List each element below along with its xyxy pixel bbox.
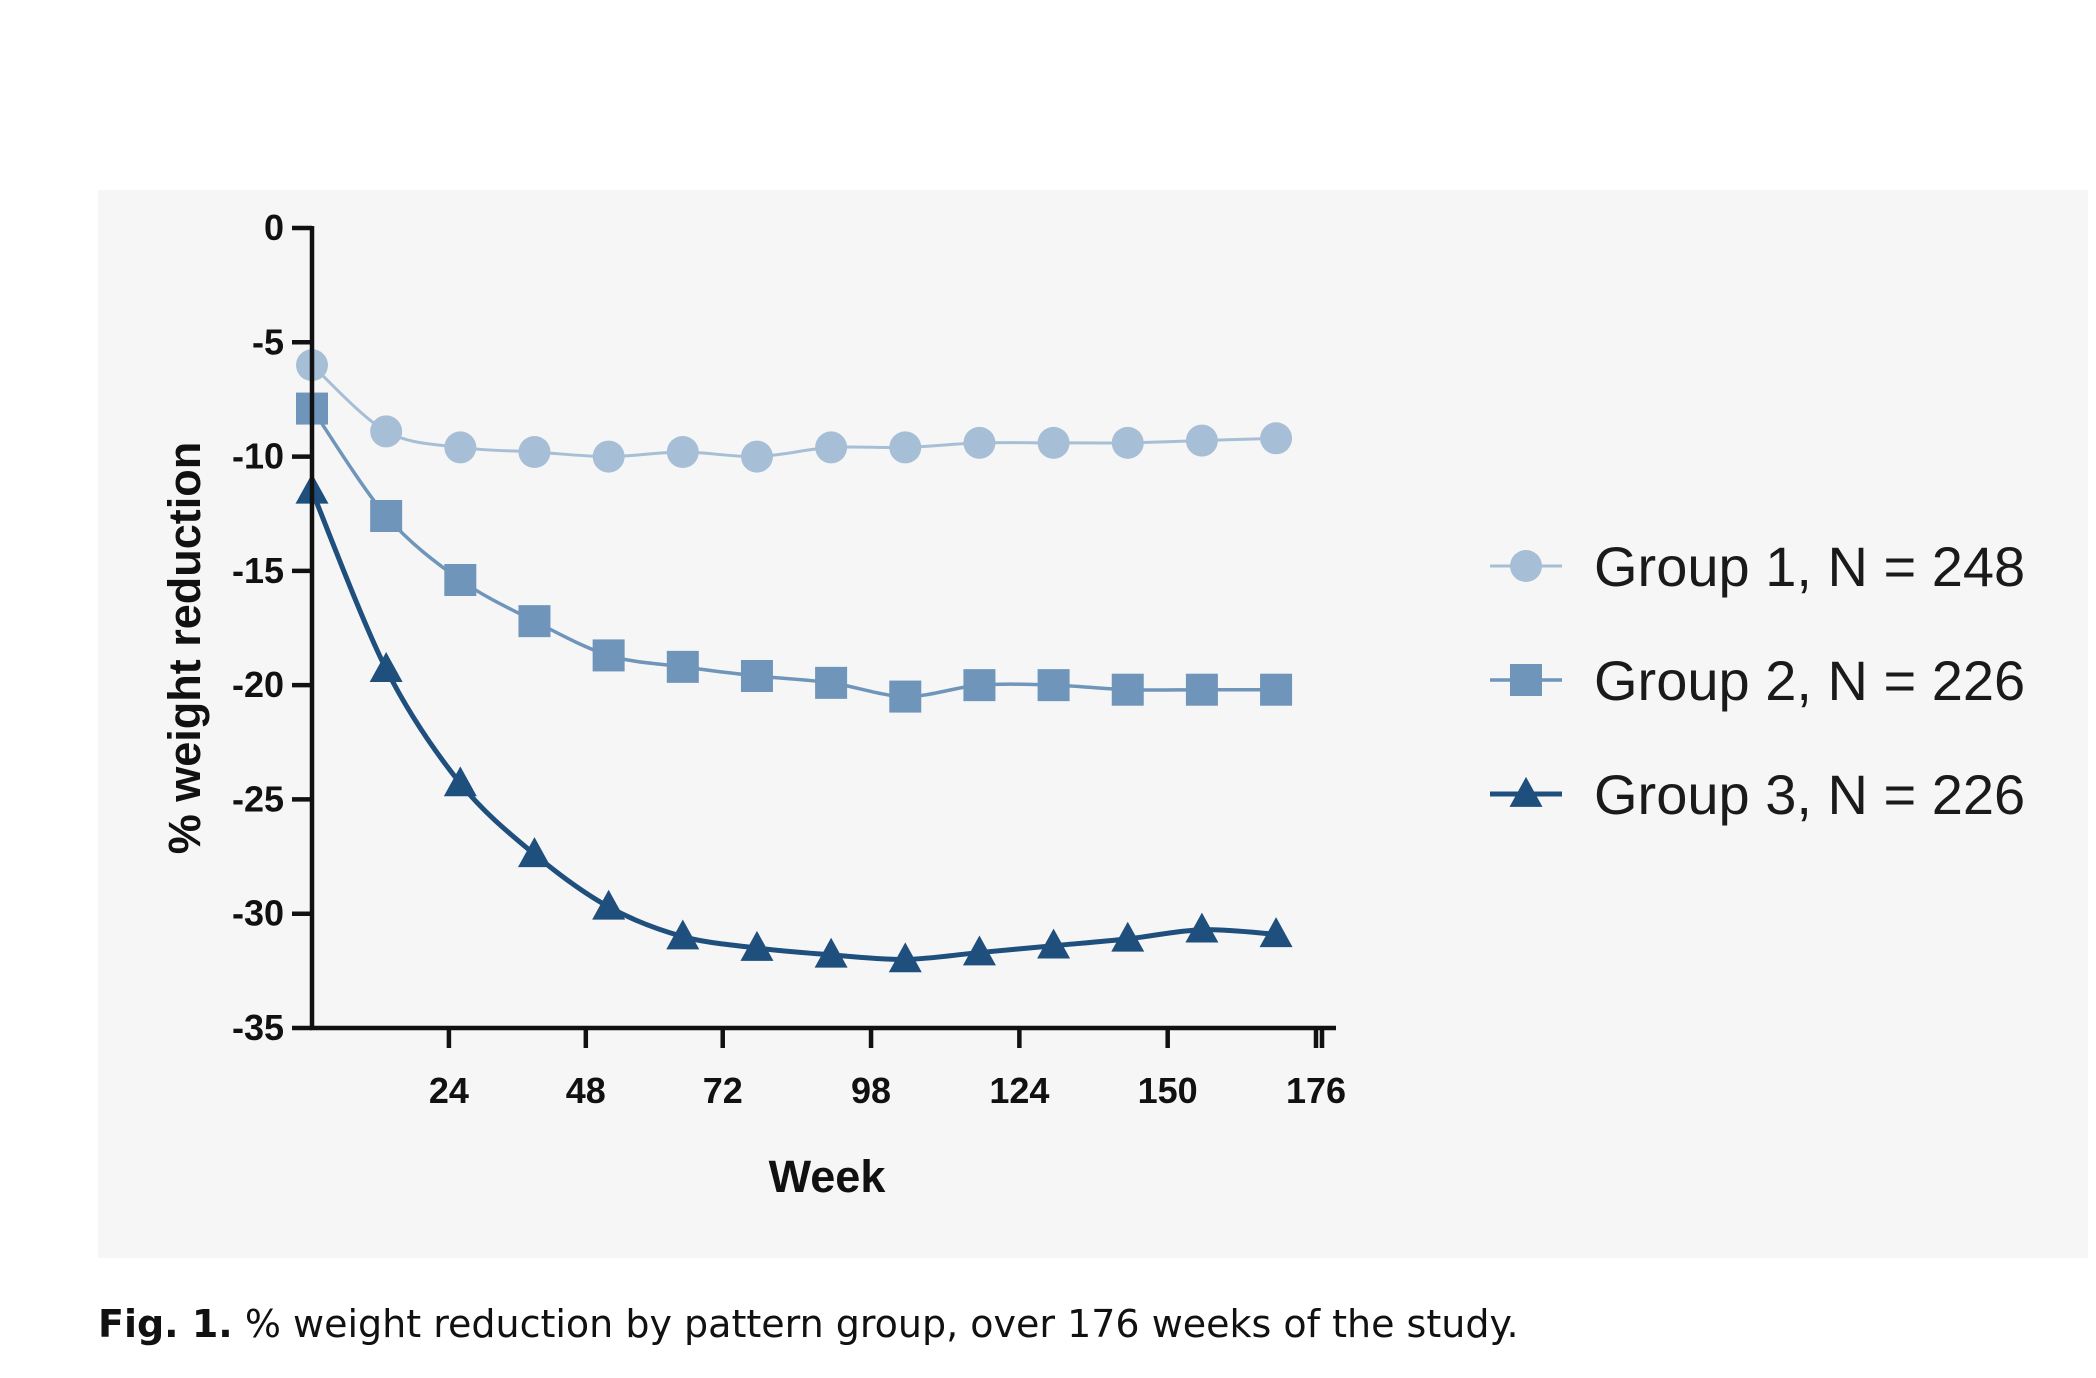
data-point (963, 669, 996, 702)
series-group-2 (296, 392, 1293, 713)
x-tick-label: 150 (1138, 1070, 1198, 1111)
data-point (740, 660, 773, 692)
data-point (1111, 673, 1144, 706)
x-tick-label: 124 (989, 1070, 1049, 1111)
y-tick-label: 0 (264, 207, 284, 248)
x-tick-label: 24 (429, 1070, 469, 1111)
data-point (1260, 673, 1293, 706)
y-tick-label: -15 (232, 550, 284, 591)
x-tick-label: 98 (851, 1070, 891, 1111)
series-group-1 (296, 349, 1293, 473)
legend-label: Group 2, N = 226 (1594, 649, 2025, 712)
legend-label: Group 1, N = 248 (1594, 535, 2025, 598)
data-point (1111, 921, 1145, 952)
series-line (309, 489, 1277, 962)
data-point (592, 889, 626, 920)
data-point (962, 935, 996, 966)
data-point (444, 431, 477, 464)
figure-panel (98, 190, 2088, 1258)
legend-marker (1510, 550, 1542, 582)
y-tick-label: -35 (232, 1007, 284, 1048)
data-point (518, 436, 551, 468)
data-point (369, 652, 403, 682)
data-point (518, 605, 551, 638)
data-point (740, 930, 774, 961)
data-point (666, 436, 699, 468)
data-point (888, 942, 922, 973)
data-point (814, 937, 848, 968)
data-point (1037, 426, 1070, 459)
y-tick-label: -30 (232, 893, 284, 934)
caption-text: % weight reduction by pattern group, ove… (244, 1302, 1519, 1346)
data-point (517, 837, 551, 868)
legend-item-1: Group 1, N = 248 (1490, 535, 2025, 598)
y-tick-label: -5 (252, 321, 284, 362)
axes: 0 -5 -10 -15 -20 -25 -30 -35 24 48 72 98 124 150 176 We… (159, 207, 1346, 1202)
data-point (1259, 917, 1293, 948)
legend-marker (1510, 664, 1542, 696)
data-point (1037, 669, 1070, 702)
legend-marker (1509, 776, 1543, 807)
data-point (740, 440, 773, 473)
data-point (666, 650, 699, 683)
figure-caption: Fig. 1. % weight reduction by pattern gr… (98, 1302, 1519, 1346)
data-point (370, 500, 403, 532)
y-tick-label: -20 (232, 664, 284, 705)
legend-item-2: Group 2, N = 226 (1490, 649, 2025, 712)
data-point (815, 431, 848, 464)
x-tick-label: 176 (1286, 1070, 1346, 1111)
data-point (443, 766, 477, 797)
data-point (815, 666, 848, 699)
x-axis-title: Week (769, 1151, 887, 1202)
data-point (1111, 426, 1144, 459)
y-tick-label: -10 (232, 436, 284, 477)
series-group-3 (295, 473, 1293, 973)
legend-label: Group 3, N = 226 (1594, 763, 2025, 826)
data-point (963, 426, 996, 459)
legend-item-3: Group 3, N = 226 (1490, 763, 2025, 826)
data-point (1185, 912, 1219, 943)
data-point (1260, 422, 1293, 455)
data-point (592, 639, 625, 672)
data-point (592, 440, 625, 473)
y-axis-title: % weight reduction (159, 442, 210, 855)
x-tick-label: 48 (566, 1070, 606, 1111)
plot-area (295, 349, 1293, 973)
data-point (889, 680, 922, 713)
data-point (1185, 424, 1218, 457)
data-point (889, 431, 922, 464)
data-point (666, 919, 700, 950)
data-point (1037, 928, 1071, 959)
data-point (1185, 673, 1218, 706)
x-tick-label: 72 (703, 1070, 743, 1111)
legend: Group 1, N = 248 Group 2, N = 226 Group 3,… (1490, 535, 2025, 826)
y-tick-label: -25 (232, 778, 284, 819)
caption-label: Fig. 1. (98, 1302, 233, 1346)
data-point (370, 415, 403, 448)
data-point (444, 564, 477, 596)
